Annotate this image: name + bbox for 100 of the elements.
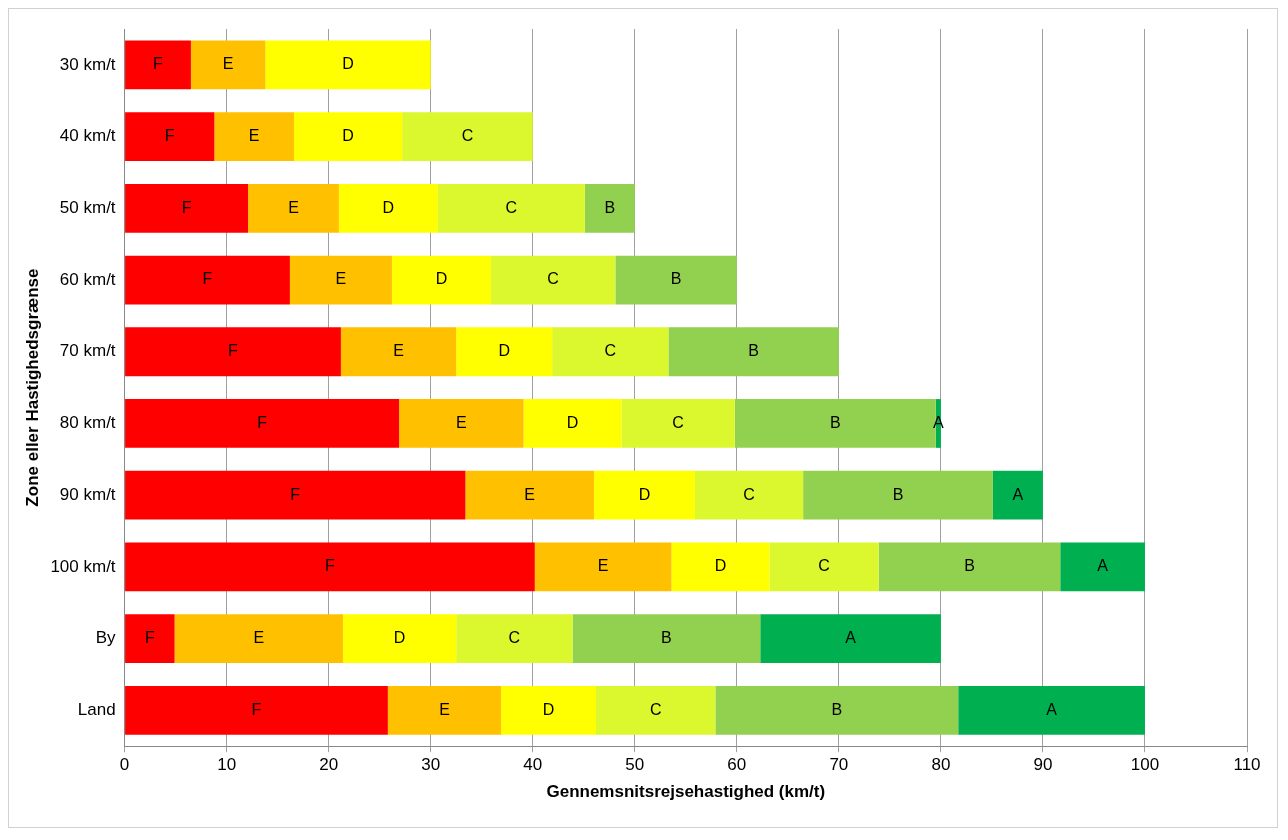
bar [715, 685, 959, 735]
text: E [335, 270, 347, 288]
bar [992, 470, 1043, 520]
text: D [435, 270, 448, 288]
text: F [181, 198, 192, 216]
y-axis-title: Zone eller Hastighedsgrænse [22, 268, 42, 507]
bar [878, 542, 1061, 592]
text: C [547, 270, 559, 288]
y-tick-label: 90 km/t [59, 484, 116, 504]
bar [584, 183, 635, 233]
text: F [144, 629, 155, 647]
x-tick-label: 10 [217, 755, 237, 775]
y-tick-label: 60 km/t [59, 269, 116, 289]
text: E [253, 629, 265, 647]
bar [803, 470, 993, 520]
series-label: D [498, 342, 510, 360]
bar [125, 470, 466, 520]
series-label: B [748, 342, 759, 360]
bar [265, 40, 431, 90]
x-tick-label: 110 [1233, 755, 1261, 775]
bar [490, 255, 616, 305]
bar [125, 685, 388, 735]
y-tick-label: 30 km/t [59, 54, 116, 74]
text: A [845, 629, 856, 647]
text: F [290, 485, 301, 503]
text: A [1097, 557, 1108, 575]
text: B [604, 198, 616, 216]
bar [596, 685, 716, 735]
bar [190, 40, 266, 90]
bar [465, 470, 594, 520]
text: E [288, 198, 299, 216]
x-tick-label: 40 [523, 755, 543, 775]
text: A [1046, 700, 1057, 718]
bar [671, 542, 770, 592]
y-tick-label: Land [77, 700, 116, 720]
text: A [1012, 485, 1024, 503]
text: B [831, 700, 843, 718]
bar [125, 183, 249, 233]
bar [615, 255, 737, 305]
bar [125, 112, 215, 161]
bar [293, 112, 403, 161]
x-tick-label: 30 [421, 755, 441, 775]
text: F [325, 557, 335, 575]
text: C [649, 700, 662, 718]
text: C [461, 126, 474, 144]
text: B [892, 485, 904, 503]
bar [340, 327, 457, 377]
text: C [505, 198, 518, 216]
bar [214, 112, 294, 161]
text: D [342, 55, 354, 73]
x-tick-label: 20 [319, 755, 339, 775]
bar [125, 399, 400, 448]
text: E [455, 413, 467, 431]
series-label: F [228, 342, 239, 360]
bar [125, 255, 290, 305]
text: B [964, 557, 975, 575]
x-tick-label: 70 [829, 755, 849, 775]
text: F [202, 270, 213, 288]
text: F [251, 700, 262, 718]
text: D [542, 700, 555, 718]
bar [174, 614, 343, 664]
bar [760, 614, 941, 664]
text: C [818, 557, 830, 575]
text: D [714, 557, 727, 575]
text: F [257, 413, 267, 431]
text: C [672, 413, 684, 431]
y-tick-label: 70 km/t [59, 341, 116, 361]
bar [399, 399, 524, 448]
text: C [508, 629, 521, 647]
bar [668, 327, 839, 377]
text: D [382, 198, 395, 216]
bar [694, 470, 804, 520]
bar [248, 183, 339, 233]
x-axis-title: Gennemsnitsrejsehastighed (km/t) [546, 782, 826, 802]
text: D [393, 629, 406, 647]
y-tick-label: 40 km/t [59, 126, 116, 146]
bar [1060, 542, 1145, 592]
bar [523, 399, 622, 448]
text: E [524, 485, 536, 503]
text: B [661, 629, 672, 647]
bar [391, 255, 491, 305]
bar [456, 327, 553, 377]
bar [437, 183, 585, 233]
text: E [248, 126, 260, 144]
bar [534, 542, 672, 592]
x-tick-label: 90 [1033, 755, 1053, 775]
bar [289, 255, 392, 305]
bar [402, 112, 533, 161]
bar [552, 327, 669, 377]
text: D [638, 485, 651, 503]
bar [125, 327, 341, 377]
y-tick-label: 80 km/t [59, 413, 116, 433]
text: E [597, 557, 609, 575]
x-tick-label: 80 [931, 755, 951, 775]
x-tick-label: 60 [727, 755, 747, 775]
x-tick-label: 50 [625, 755, 645, 775]
x-tick-label: 0 [119, 755, 130, 775]
bar [125, 614, 175, 664]
bar [125, 40, 191, 90]
bar [621, 399, 735, 448]
